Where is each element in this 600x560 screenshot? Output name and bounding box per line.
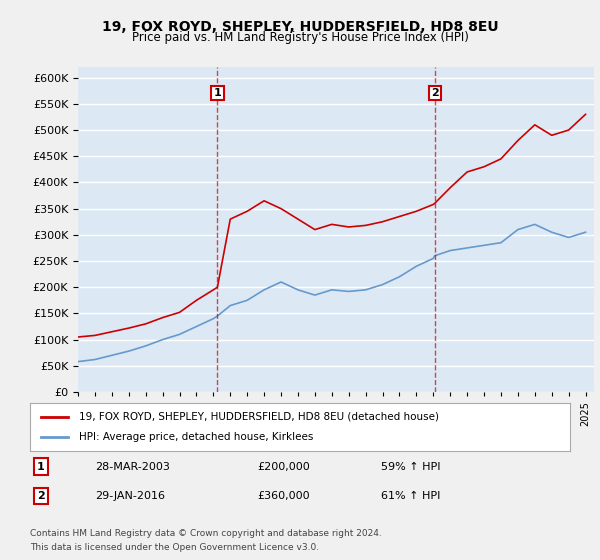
Text: HPI: Average price, detached house, Kirklees: HPI: Average price, detached house, Kirk… (79, 432, 313, 442)
Text: Price paid vs. HM Land Registry's House Price Index (HPI): Price paid vs. HM Land Registry's House … (131, 31, 469, 44)
Text: 28-MAR-2003: 28-MAR-2003 (95, 461, 170, 472)
Text: 59% ↑ HPI: 59% ↑ HPI (381, 461, 440, 472)
Text: 19, FOX ROYD, SHEPLEY, HUDDERSFIELD, HD8 8EU (detached house): 19, FOX ROYD, SHEPLEY, HUDDERSFIELD, HD8… (79, 412, 439, 422)
Text: 2: 2 (431, 88, 439, 98)
Text: £200,000: £200,000 (257, 461, 310, 472)
Text: 29-JAN-2016: 29-JAN-2016 (95, 491, 165, 501)
Text: This data is licensed under the Open Government Licence v3.0.: This data is licensed under the Open Gov… (30, 543, 319, 552)
Text: Contains HM Land Registry data © Crown copyright and database right 2024.: Contains HM Land Registry data © Crown c… (30, 529, 382, 538)
Text: 1: 1 (214, 88, 221, 98)
Text: 61% ↑ HPI: 61% ↑ HPI (381, 491, 440, 501)
Text: 1: 1 (37, 461, 44, 472)
Text: 2: 2 (37, 491, 44, 501)
Text: 19, FOX ROYD, SHEPLEY, HUDDERSFIELD, HD8 8EU: 19, FOX ROYD, SHEPLEY, HUDDERSFIELD, HD8… (101, 20, 499, 34)
Text: £360,000: £360,000 (257, 491, 310, 501)
